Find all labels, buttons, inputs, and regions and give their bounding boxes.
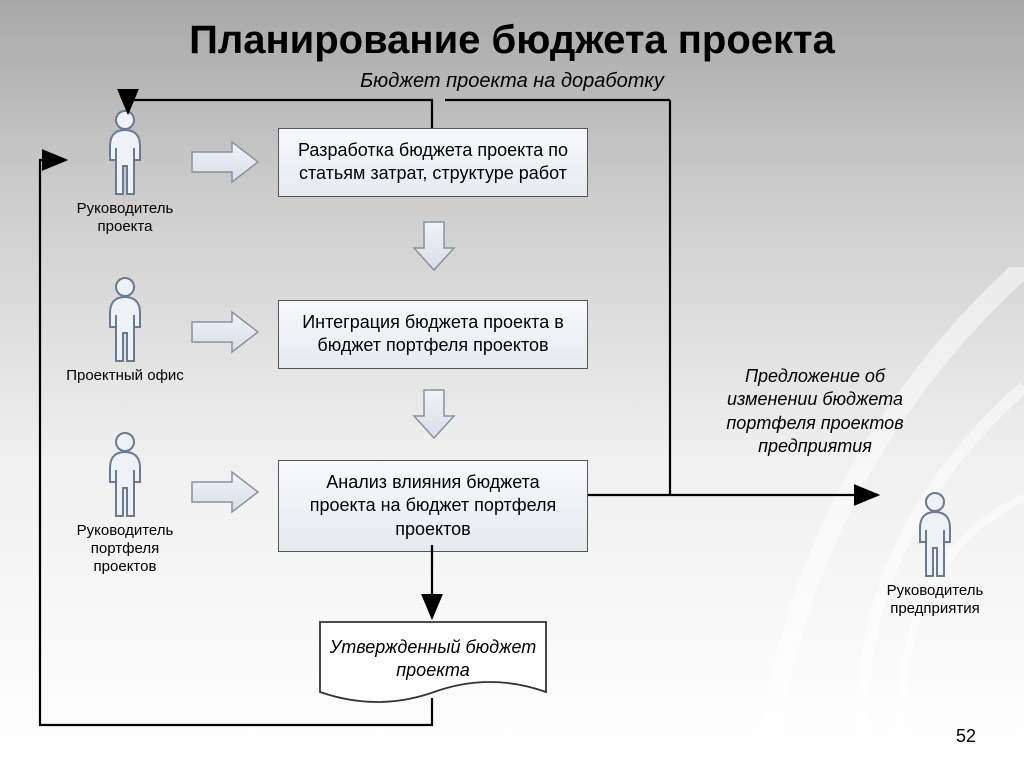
document-approved-budget: Утвержденный бюджет проекта [318,620,548,710]
arrow-right-icon [190,470,260,514]
document-label: Утвержденный бюджет проекта [318,620,548,681]
process-box-analyze-impact: Анализ влияния бюджета проекта на бюджет… [278,460,588,552]
process-box-integrate-budget: Интеграция бюджета проекта в бюджет порт… [278,300,588,369]
actor-label: Руководитель предприятия [875,582,995,618]
actor-portfolio-manager: Руководитель портфеля проектов [65,430,185,576]
feedback-loop-label: Бюджет проекта на доработку [360,70,664,93]
side-note-proposal: Предложение об изменении бюджета портфел… [700,365,930,459]
actor-project-office: Проектный офис [65,275,185,385]
actor-project-manager: Руководитель проекта [65,108,185,236]
page-number: 52 [956,726,976,747]
person-icon [99,108,151,198]
actor-label: Руководитель проекта [65,200,185,236]
page-title: Планирование бюджета проекта [0,18,1024,63]
arrow-right-icon [190,310,260,354]
person-icon [909,490,961,580]
person-icon [99,275,151,365]
arrow-right-icon [190,140,260,184]
actor-label: Проектный офис [65,367,185,385]
arrow-down-icon [412,220,456,272]
actor-label: Руководитель портфеля проектов [65,522,185,576]
actor-enterprise-manager: Руководитель предприятия [875,490,995,618]
arrow-down-icon [412,388,456,440]
person-icon [99,430,151,520]
process-box-develop-budget: Разработка бюджета проекта по статьям за… [278,128,588,197]
